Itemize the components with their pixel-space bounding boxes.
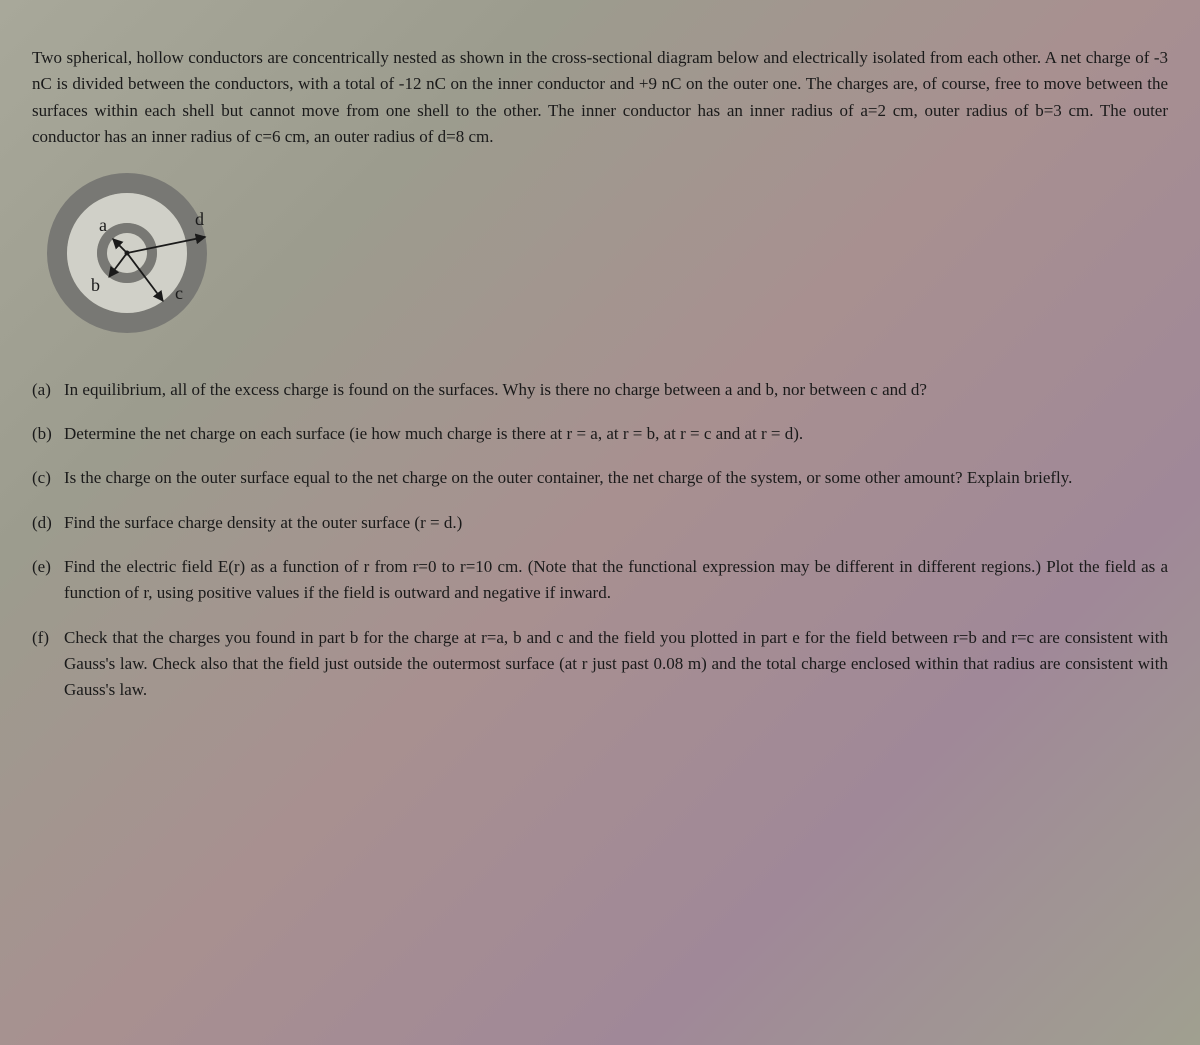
question-item: (e)Find the electric field E(r) as a fun… — [32, 554, 1168, 607]
question-item: (a)In equilibrium, all of the excess cha… — [32, 377, 1168, 403]
question-item: (b)Determine the net charge on each surf… — [32, 421, 1168, 447]
problem-intro: Two spherical, hollow conductors are con… — [32, 45, 1168, 150]
question-list: (a)In equilibrium, all of the excess cha… — [32, 377, 1168, 704]
question-text: Check that the charges you found in part… — [64, 625, 1168, 704]
question-label: (c) — [32, 465, 64, 491]
question-label: (a) — [32, 377, 64, 403]
question-item: (d)Find the surface charge density at th… — [32, 510, 1168, 536]
question-label: (e) — [32, 554, 64, 607]
question-item: (c)Is the charge on the outer surface eq… — [32, 465, 1168, 491]
radius-label-d: d — [195, 209, 204, 229]
question-label: (f) — [32, 625, 64, 704]
question-text: Find the surface charge density at the o… — [64, 510, 1168, 536]
question-item: (f)Check that the charges you found in p… — [32, 625, 1168, 704]
question-text: In equilibrium, all of the excess charge… — [64, 377, 1168, 403]
question-label: (d) — [32, 510, 64, 536]
radius-label-c: c — [175, 283, 183, 303]
radius-label-b: b — [91, 275, 100, 295]
question-label: (b) — [32, 421, 64, 447]
question-text: Is the charge on the outer surface equal… — [64, 465, 1168, 491]
radius-label-a: a — [99, 215, 107, 235]
question-text: Find the electric field E(r) as a functi… — [64, 554, 1168, 607]
conductor-diagram: a b c d — [42, 168, 1168, 346]
question-text: Determine the net charge on each surface… — [64, 421, 1168, 447]
